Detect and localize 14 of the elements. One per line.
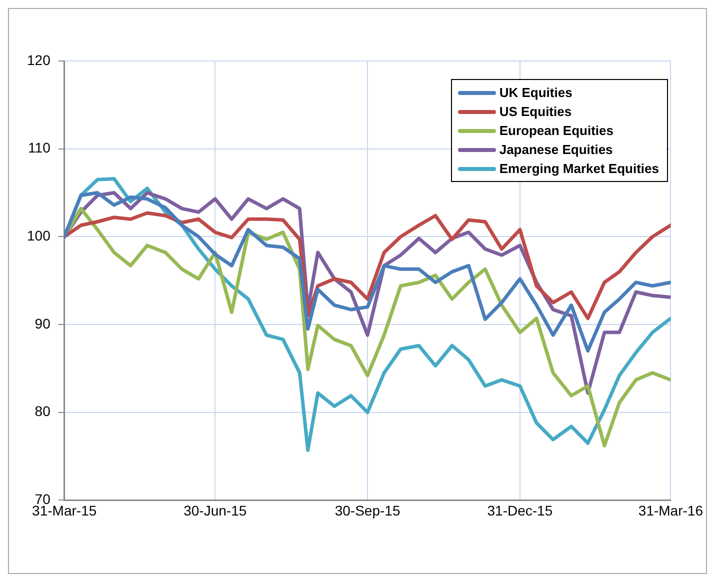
x-tick-label: 31-Dec-15 [487,502,553,518]
legend-label: US Equities [499,104,572,119]
x-tick-label: 30-Sep-15 [334,502,400,518]
y-tick-label: 100 [27,228,51,244]
legend-label: UK Equities [499,85,572,100]
legend-label: Japanese Equities [499,142,613,157]
y-tick-label: 120 [27,52,51,68]
x-tick-label: 31-Mar-16 [638,502,704,518]
y-tick-label: 80 [34,403,51,420]
legend-label: Emerging Market Equities [499,161,659,176]
y-tick-label: 110 [28,140,51,156]
legend-label: European Equities [499,123,614,138]
y-tick-label: 90 [34,315,51,332]
x-tick-label: 30-Jun-15 [184,502,247,518]
